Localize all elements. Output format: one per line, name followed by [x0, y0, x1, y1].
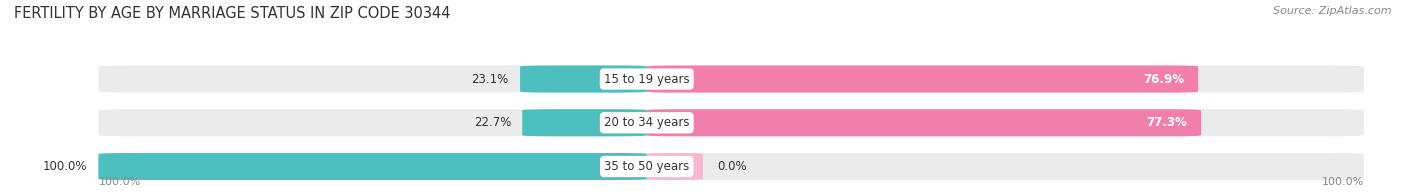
FancyBboxPatch shape: [647, 109, 1201, 136]
Text: 0.0%: 0.0%: [717, 160, 747, 173]
Text: 23.1%: 23.1%: [471, 73, 509, 85]
FancyBboxPatch shape: [98, 153, 1364, 180]
Text: Source: ZipAtlas.com: Source: ZipAtlas.com: [1274, 6, 1392, 16]
Text: 100.0%: 100.0%: [98, 177, 141, 187]
Text: 100.0%: 100.0%: [42, 160, 87, 173]
FancyBboxPatch shape: [98, 109, 1364, 136]
FancyBboxPatch shape: [520, 65, 647, 93]
FancyBboxPatch shape: [647, 153, 703, 180]
FancyBboxPatch shape: [522, 109, 647, 136]
FancyBboxPatch shape: [647, 65, 1198, 93]
Text: 76.9%: 76.9%: [1143, 73, 1184, 85]
Text: FERTILITY BY AGE BY MARRIAGE STATUS IN ZIP CODE 30344: FERTILITY BY AGE BY MARRIAGE STATUS IN Z…: [14, 6, 450, 21]
FancyBboxPatch shape: [98, 65, 1364, 93]
FancyBboxPatch shape: [98, 153, 647, 180]
Text: 15 to 19 years: 15 to 19 years: [605, 73, 689, 85]
Text: 100.0%: 100.0%: [1322, 177, 1364, 187]
Text: 22.7%: 22.7%: [474, 116, 510, 129]
Text: 20 to 34 years: 20 to 34 years: [605, 116, 689, 129]
Text: 35 to 50 years: 35 to 50 years: [605, 160, 689, 173]
Text: 77.3%: 77.3%: [1146, 116, 1187, 129]
